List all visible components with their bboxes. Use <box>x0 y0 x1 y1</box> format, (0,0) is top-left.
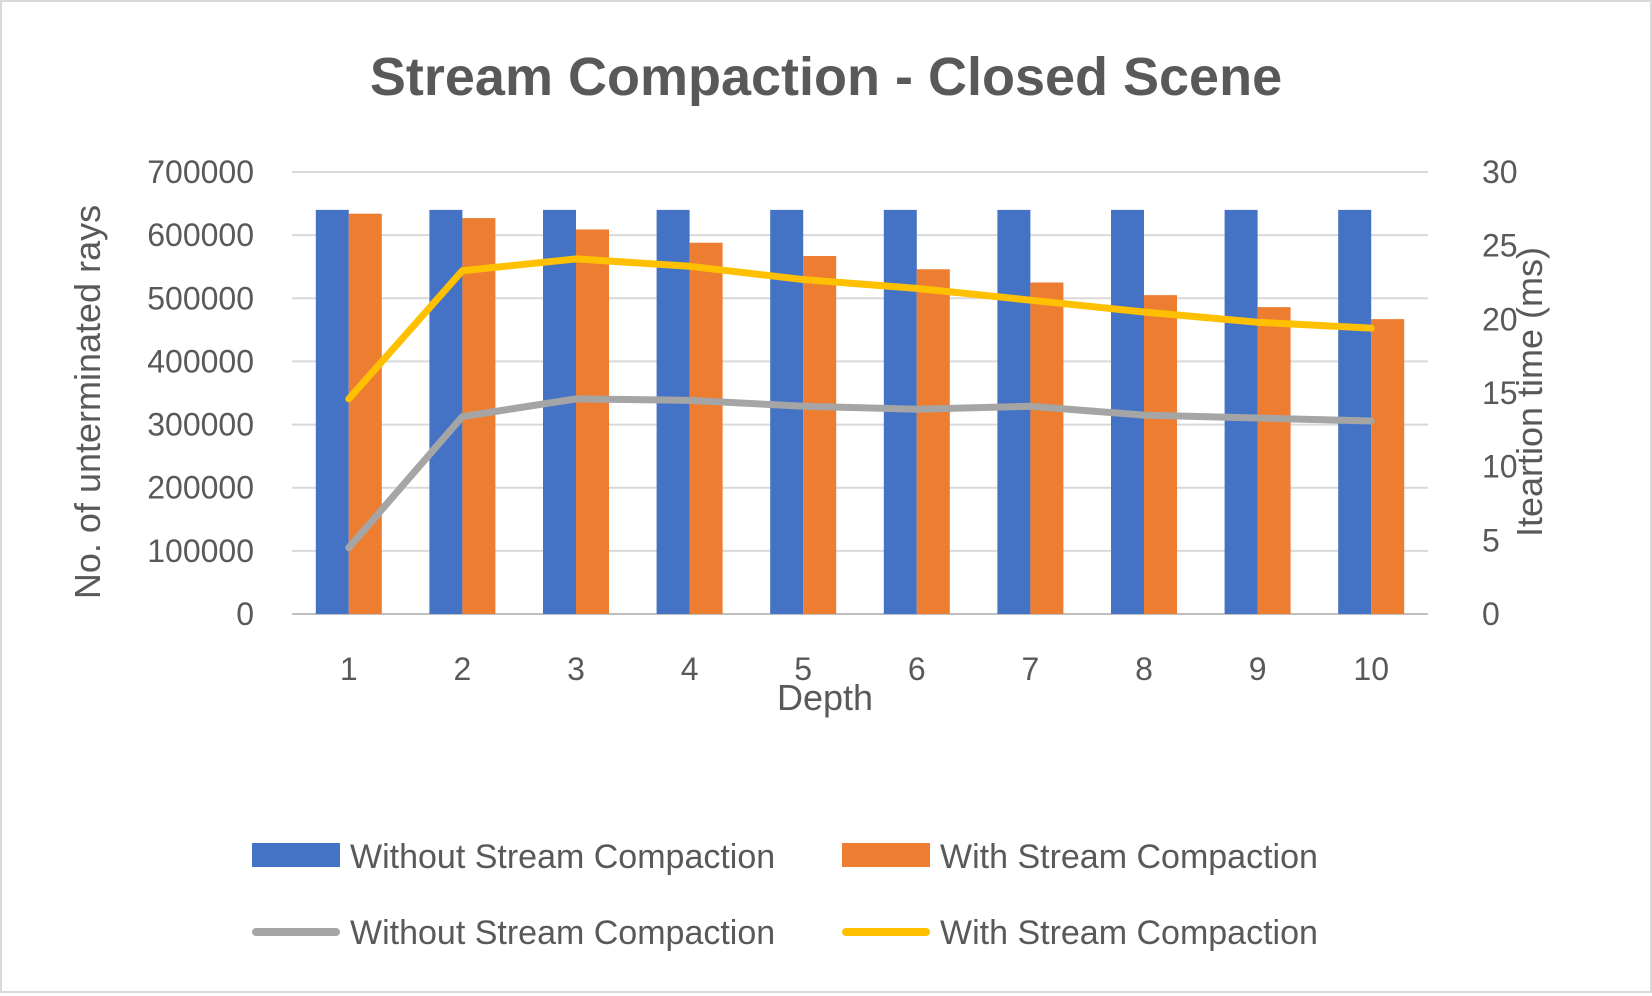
bar-with-compaction <box>803 255 837 615</box>
lines <box>345 255 1375 552</box>
y2-tick-label: 5 <box>1482 522 1500 558</box>
x-tick-label: 1 <box>340 651 358 687</box>
x-tick-label: 6 <box>908 651 926 687</box>
y-tick-label: 0 <box>236 596 254 632</box>
legend-entry-line: With Stream Compaction <box>842 914 1318 952</box>
bar-without-compaction <box>656 209 690 614</box>
y2-tick-label: 15 <box>1482 375 1518 411</box>
bar-with-compaction <box>1030 282 1064 614</box>
y-tick-label: 400000 <box>147 343 254 379</box>
bar-with-compaction <box>348 213 382 614</box>
y2-tick-label: 20 <box>1482 301 1518 337</box>
legend-label: With Stream Compaction <box>940 838 1318 876</box>
legend-label: Without Stream Compaction <box>350 914 775 952</box>
y2-tick-label: 0 <box>1482 596 1500 632</box>
legend-label: With Stream Compaction <box>940 914 1318 952</box>
x-tick-label: 2 <box>454 651 472 687</box>
bar-without-compaction <box>543 209 576 614</box>
y2-tick-label: 30 <box>1482 154 1518 190</box>
line-without-compaction <box>345 395 1375 552</box>
x-tick-label: 5 <box>794 651 812 687</box>
y-tick-label: 100000 <box>147 533 254 569</box>
x-axis-title: Depth <box>777 677 873 718</box>
bar-without-compaction <box>997 209 1031 614</box>
x-tick-label: 3 <box>567 651 585 687</box>
bar-with-compaction <box>576 229 609 614</box>
x-tick-label: 7 <box>1022 651 1040 687</box>
bar-without-compaction <box>429 209 463 614</box>
legend-entry-line: Without Stream Compaction <box>252 914 775 952</box>
x-tick-label: 8 <box>1135 651 1153 687</box>
line-with-compaction <box>345 255 1375 403</box>
legend-swatch <box>252 843 340 867</box>
legend-label: Without Stream Compaction <box>350 838 775 876</box>
bar-without-compaction <box>770 209 804 614</box>
bar-without-compaction <box>315 209 349 614</box>
y-tick-label: 700000 <box>147 154 254 190</box>
bar-with-compaction <box>689 242 723 614</box>
legend: Without Stream Compaction With Stream Com… <box>252 838 1318 952</box>
legend-entry-bar: With Stream Compaction <box>842 838 1318 876</box>
y-tick-label: 500000 <box>147 280 254 316</box>
bar-with-compaction <box>1144 295 1177 614</box>
x-tick-label: 4 <box>681 651 699 687</box>
bar-with-compaction <box>916 269 950 614</box>
bar-without-compaction <box>1338 209 1372 614</box>
legend-entry-bar: Without Stream Compaction <box>252 838 775 876</box>
y2-axis-title: Iteartion time (ms) <box>1509 247 1550 537</box>
bar-with-compaction <box>1257 307 1291 614</box>
bar-with-compaction <box>1371 319 1405 614</box>
bar-without-compaction <box>1224 209 1258 614</box>
y2-tick-label: 25 <box>1482 228 1518 264</box>
x-tick-label: 9 <box>1249 651 1267 687</box>
y-tick-label: 300000 <box>147 407 254 443</box>
y-axis-title: No. of unterminated rays <box>67 205 108 599</box>
y-tick-label: 200000 <box>147 470 254 506</box>
y2-tick-label: 10 <box>1482 449 1518 485</box>
y-tick-label: 600000 <box>147 217 254 253</box>
legend-swatch <box>842 843 930 867</box>
chart-title: Stream Compaction - Closed Scene <box>370 47 1282 107</box>
x-tick-label: 10 <box>1353 651 1389 687</box>
tick-labels: 0 100000 200000 300000 400000 500000 600000 700… <box>147 154 1517 687</box>
